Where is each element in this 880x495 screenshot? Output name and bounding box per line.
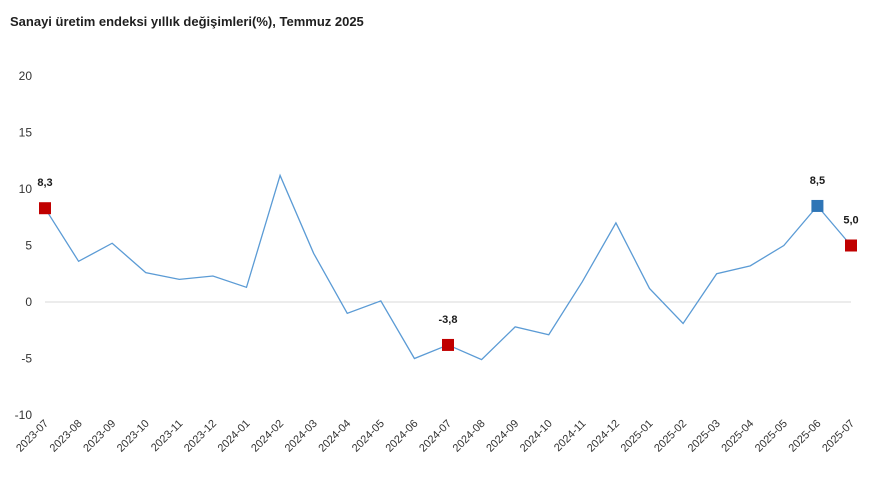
data-label: -3,8 [439,314,458,326]
x-tick-label: 2024-08 [451,418,488,455]
y-tick-label: -5 [21,352,32,366]
x-tick-label: 2023-08 [48,418,85,455]
data-marker [845,239,857,252]
y-tick-label: 10 [19,182,33,196]
x-axis-ticks: 2023-072023-082023-092023-102023-112023-… [14,418,857,455]
y-tick-label: 20 [19,69,33,83]
x-tick-label: 2024-03 [283,418,320,455]
x-tick-label: 2023-10 [115,418,152,455]
x-tick-label: 2025-03 [686,418,723,455]
data-marker [811,199,824,212]
data-label: 8,3 [37,177,52,189]
x-tick-label: 2025-05 [753,418,790,455]
x-tick-label: 2024-12 [585,418,622,455]
x-tick-label: 2024-07 [417,418,454,455]
x-tick-label: 2023-12 [182,418,219,455]
x-tick-label: 2024-06 [384,418,421,455]
data-labels: 8,3 -3,8 8,5 5,0 [37,175,858,326]
chart-title: Sanayi üretim endeksi yıllık değişimleri… [10,14,364,29]
data-label: 5,0 [843,215,858,227]
data-marker [442,338,454,351]
y-axis-ticks: 20 15 10 5 0 -5 -10 [15,69,33,422]
y-tick-label: 5 [25,239,32,253]
y-tick-label: 15 [19,126,33,140]
y-tick-label: 0 [25,295,32,309]
x-tick-label: 2024-05 [350,418,387,455]
x-tick-label: 2024-11 [552,418,588,454]
x-tick-label: 2024-09 [484,418,521,455]
x-tick-label: 2025-06 [787,418,824,455]
x-tick-label: 2023-07 [14,418,51,455]
x-tick-label: 2024-10 [518,418,555,455]
x-tick-label: 2024-04 [316,418,353,455]
series-line [44,173,852,361]
x-tick-label: 2023-11 [149,418,185,454]
x-tick-label: 2024-01 [216,418,253,455]
x-tick-label: 2023-09 [81,418,118,455]
y-tick-label: -10 [15,408,33,422]
highlight-markers [39,199,857,351]
x-tick-label: 2025-04 [719,418,756,455]
data-label: 8,5 [810,175,825,187]
x-tick-label: 2025-01 [619,418,656,455]
x-tick-label: 2025-07 [820,418,857,455]
x-tick-label: 2025-02 [652,418,689,455]
data-marker [39,202,51,215]
x-tick-label: 2024-02 [249,418,286,455]
